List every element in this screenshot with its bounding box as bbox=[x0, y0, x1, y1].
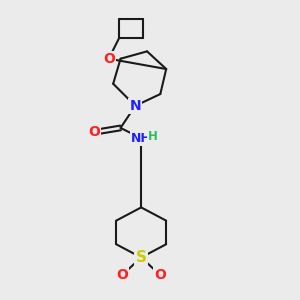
Text: O: O bbox=[88, 125, 100, 139]
Text: O: O bbox=[116, 268, 128, 282]
Text: H: H bbox=[147, 130, 157, 143]
Text: O: O bbox=[103, 52, 115, 66]
Text: S: S bbox=[136, 250, 147, 265]
Text: N: N bbox=[130, 99, 141, 113]
Text: O: O bbox=[154, 268, 166, 282]
Text: NH: NH bbox=[131, 132, 152, 145]
